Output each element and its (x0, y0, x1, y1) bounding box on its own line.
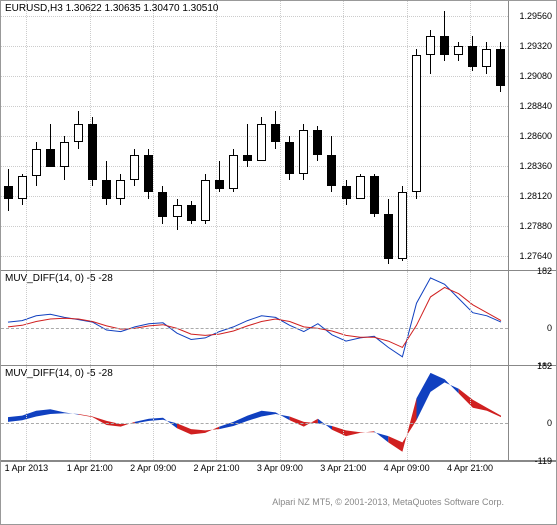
indicator-y-label: 0 (547, 323, 552, 333)
cloud-negative (79, 414, 135, 427)
candle (299, 130, 308, 174)
price-y-axis: 1.29560 1.29320 1.29080 1.28840 1.28600 1.283… (508, 1, 556, 270)
price-panel[interactable]: EURUSD,H3 1.30622 1.30635 1.30470 1.3051… (1, 1, 556, 271)
x-axis-label: 2 Apr 21:00 (193, 463, 239, 473)
candle (482, 49, 491, 68)
price-y-label: 1.27880 (519, 221, 552, 231)
candle (88, 124, 97, 180)
x-axis-label: 3 Apr 21:00 (320, 463, 366, 473)
candle (285, 142, 294, 173)
candle (187, 205, 196, 221)
price-y-label: 1.27640 (519, 251, 552, 261)
price-panel-title: EURUSD,H3 1.30622 1.30635 1.30470 1.3051… (5, 3, 219, 14)
candle (468, 46, 477, 67)
candle (102, 180, 111, 199)
candle (342, 186, 351, 199)
candle (313, 130, 322, 155)
candle (201, 180, 210, 221)
indicator1-svg (1, 271, 508, 366)
indicator1-line-blue (8, 278, 501, 357)
indicator2-title: MUV_DIFF(14, 0) -5 -28 (5, 368, 113, 379)
candle (327, 155, 336, 186)
candle (440, 36, 449, 55)
indicator-y-label: -119 (535, 456, 552, 466)
cloud-positive (8, 409, 79, 422)
candle (116, 180, 125, 199)
candle (356, 176, 365, 199)
candle (215, 180, 224, 189)
candle (144, 155, 153, 193)
price-y-label: 1.28840 (519, 101, 552, 111)
candle (4, 186, 13, 199)
price-y-label: 1.29320 (519, 41, 552, 51)
candle (412, 55, 421, 193)
candle (496, 49, 505, 87)
indicator1-title: MUV_DIFF(14, 0) -5 -28 (5, 273, 113, 284)
cloud-negative (388, 398, 416, 452)
price-y-label: 1.29080 (519, 71, 552, 81)
price-y-label: 1.28600 (519, 131, 552, 141)
indicator-y-label: 182 (537, 266, 552, 276)
candle (271, 124, 280, 143)
indicator1-plot-area (1, 271, 508, 365)
indicator2-panel[interactable]: MUV_DIFF(14, 0) -5 -28 1820-119 (1, 366, 556, 461)
cloud-negative (177, 423, 219, 434)
price-plot-area (1, 1, 508, 270)
candle (60, 142, 69, 167)
price-y-label: 1.28360 (519, 161, 552, 171)
candle (454, 46, 463, 55)
candle (74, 124, 83, 143)
candle (426, 36, 435, 55)
indicator2-y-axis: 1820-119 (508, 366, 556, 460)
chart-container: EURUSD,H3 1.30622 1.30635 1.30470 1.3051… (0, 0, 557, 525)
candle (243, 155, 252, 161)
indicator1-y-axis: 1820-119 (508, 271, 556, 365)
candle (229, 155, 238, 189)
cloud-negative (332, 426, 374, 436)
cloud-negative (290, 417, 318, 427)
candle (32, 149, 41, 177)
cloud-positive (374, 431, 388, 442)
price-y-label: 1.28120 (519, 191, 552, 201)
indicator-y-label: 0 (547, 418, 552, 428)
indicator2-svg (1, 366, 508, 461)
indicator1-line-red (8, 287, 501, 347)
candle (257, 124, 266, 162)
x-axis-label: 4 Apr 21:00 (447, 463, 493, 473)
candle (158, 192, 167, 217)
cloud-positive (417, 373, 459, 420)
footer-text: Alpari NZ MT5, © 2001-2013, MetaQuotes S… (272, 497, 504, 507)
x-axis-label: 1 Apr 21:00 (67, 463, 113, 473)
price-y-label: 1.29560 (519, 11, 552, 21)
x-axis-label: 4 Apr 09:00 (384, 463, 430, 473)
x-axis: 1 Apr 2013 1 Apr 21:00 2 Apr 09:00 2 Apr 21… (1, 461, 556, 477)
x-axis-label: 1 Apr 2013 (5, 463, 49, 473)
candle (384, 214, 393, 259)
indicator-y-label: 182 (537, 361, 552, 371)
cloud-negative (459, 389, 501, 417)
candle (130, 155, 139, 180)
x-axis-label: 2 Apr 09:00 (130, 463, 176, 473)
x-axis-label: 3 Apr 09:00 (257, 463, 303, 473)
candle (173, 205, 182, 218)
indicator1-panel[interactable]: MUV_DIFF(14, 0) -5 -28 1820-119 (1, 271, 556, 366)
candle (370, 176, 379, 214)
indicator2-plot-area (1, 366, 508, 460)
candle (18, 176, 27, 199)
candle (46, 149, 55, 168)
candle (398, 192, 407, 258)
